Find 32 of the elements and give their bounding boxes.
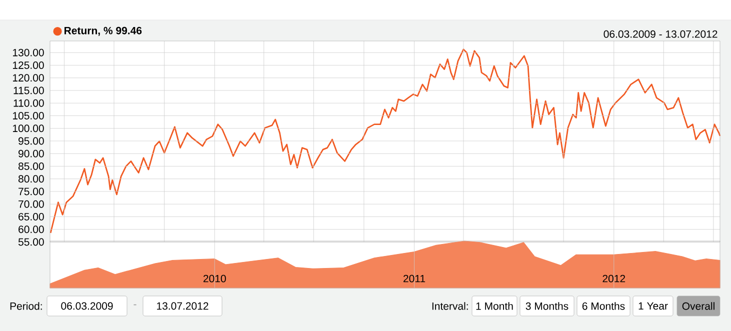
line-series: [50, 48, 721, 234]
y-tick-label: 115.00: [14, 86, 44, 94]
y-tick-label: 60.00: [18, 226, 44, 234]
text: -: [134, 304, 136, 306]
text: 13.07.2012: [157, 302, 208, 310]
y-tick-label: 55.00: [18, 238, 44, 246]
y-tick-label: 125.00: [12, 62, 44, 69]
y-tick-label: 130.00: [12, 48, 44, 56]
y-tick-label: 75.00: [18, 188, 44, 196]
text: Overall: [682, 302, 714, 310]
text: 6 Months: [582, 302, 625, 310]
y-tick-label: 70.00: [18, 200, 44, 208]
y-tick-label: 95.00: [18, 137, 44, 145]
y-tick-label: 65.00: [18, 213, 44, 220]
chart-subtitle: 06.03.2009 - 13.07.2012: [604, 30, 718, 38]
text: 1 Month: [476, 302, 513, 310]
text: Interval:: [432, 302, 468, 310]
legend-label: Return, % 99.46: [64, 26, 142, 36]
x-tick-label: 2011: [404, 274, 426, 282]
y-tick-label: 80.00: [18, 175, 44, 183]
y-tick-label: 110.00: [14, 99, 44, 107]
y-tick-label: 90.00: [18, 150, 44, 158]
text: 3 Months: [526, 302, 568, 310]
y-tick-label: 100.00: [12, 124, 44, 132]
x-tick-label: 2012: [602, 274, 626, 282]
text: Period:: [10, 302, 42, 310]
x-tick-label: 2010: [203, 274, 226, 282]
text: 1 Year: [638, 302, 668, 310]
y-tick-label: 120.00: [12, 74, 44, 82]
y-tick-label: 85.00: [18, 162, 44, 170]
y-tick-label: 105.00: [12, 112, 44, 120]
text: 06.03.2009: [61, 302, 113, 310]
